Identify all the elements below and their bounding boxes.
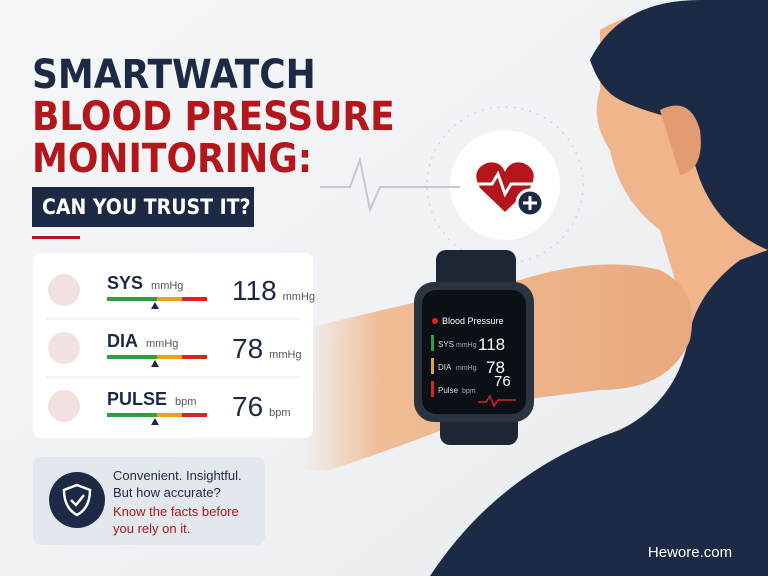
reading-value: 78	[232, 333, 263, 364]
title-line: SMARTWATCH	[32, 52, 316, 98]
reading-unit: bpm	[175, 396, 196, 408]
badge-text: CAN YOU TRUST IT?	[42, 195, 251, 219]
watch-value: 78	[486, 358, 505, 377]
gauge-segment	[107, 297, 157, 301]
reading-label: SYS	[107, 273, 143, 293]
shield-icon	[49, 472, 105, 528]
reading-value-unit: mmHg	[269, 349, 301, 361]
badge	[32, 187, 254, 227]
watch-label: SYS	[438, 340, 454, 349]
callout-text: you rely on it.	[113, 521, 190, 536]
reading-label: DIA	[107, 331, 138, 351]
gauge-segment	[182, 355, 207, 359]
watch-value: 118	[478, 335, 505, 354]
gauge-segment	[157, 413, 182, 417]
gauge-marker	[151, 302, 159, 309]
gauge-segment	[182, 297, 207, 301]
gauge-marker	[151, 418, 159, 425]
row-icon	[48, 390, 80, 422]
reading-rows: SYS mmHg 118 mmHg DIA mmHg 78 mmHg PULSE bpm 76 bpm	[45, 273, 315, 425]
gauge-segment	[157, 355, 182, 359]
row-icon	[48, 332, 80, 364]
reading-value: 118	[232, 275, 277, 306]
gauge-marker	[151, 360, 159, 367]
watch-unit: mmHg	[456, 342, 477, 349]
reading-label: PULSE	[107, 389, 167, 409]
reading-unit: mmHg	[146, 338, 178, 350]
reading-value-unit: mmHg	[283, 291, 315, 303]
title-line: BLOOD PRESSURE	[32, 94, 395, 140]
watch-unit: mmHg	[456, 365, 477, 372]
heart-emblem	[320, 106, 584, 264]
shield-glyph	[62, 483, 92, 517]
divider	[32, 236, 80, 239]
reading-value: 76	[232, 391, 263, 422]
smartwatch: Blood Pressure SYS mmHg 118 DIA mmHg 78 …	[414, 250, 534, 445]
watch-value: 76	[494, 373, 511, 390]
callout-text: But how accurate?	[113, 485, 221, 500]
gauge-segment	[107, 413, 157, 417]
watch-unit: bpm	[462, 388, 476, 395]
readings-card	[33, 253, 313, 438]
gauge-segment	[182, 413, 207, 417]
reading-unit: mmHg	[151, 280, 183, 292]
watch-title: Blood Pressure	[442, 316, 504, 326]
watch-label: DIA	[438, 363, 452, 372]
gauge-segment	[157, 297, 182, 301]
callout-text: Know the facts before	[113, 504, 239, 519]
callout-text: Convenient. Insightful.	[113, 468, 242, 483]
reading-value-unit: bpm	[269, 407, 290, 419]
watch-label: Pulse	[438, 386, 459, 395]
title-line: MONITORING:	[32, 136, 312, 182]
brand: Hewore.com	[648, 544, 732, 561]
gauge-segment	[107, 355, 157, 359]
row-icon	[48, 274, 80, 306]
